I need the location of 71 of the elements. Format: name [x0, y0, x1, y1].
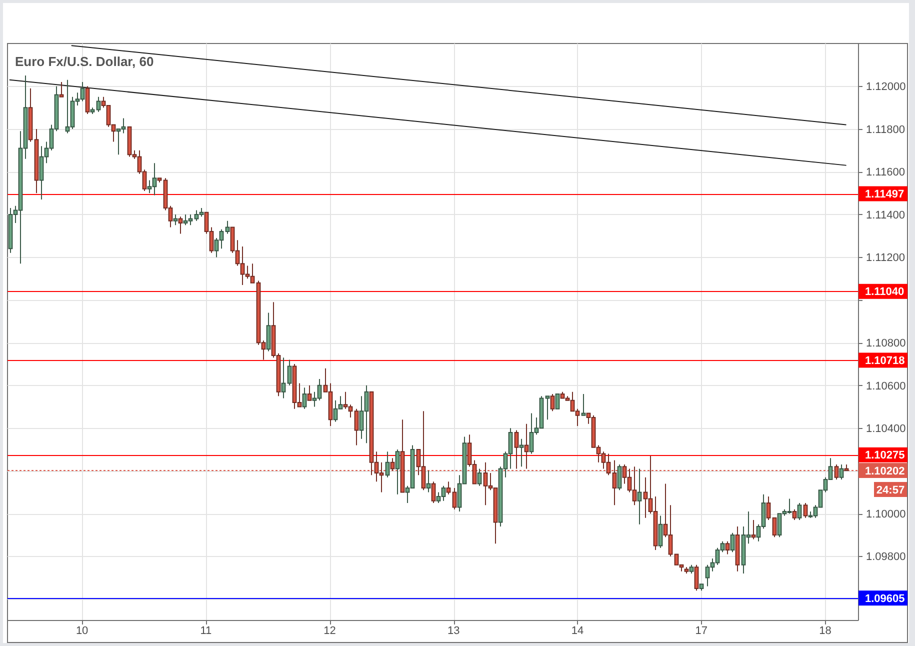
x-tick-label: 12 [324, 625, 336, 637]
candlestick [96, 96, 101, 112]
ref-line-label: 1.11040 [865, 286, 904, 298]
candlestick [385, 451, 390, 478]
y-tick-label: 1.10800 [866, 338, 906, 350]
ref-line-label: 1.11497 [865, 188, 904, 201]
candlestick [85, 86, 90, 115]
candlestick [178, 216, 183, 234]
candlestick [225, 220, 230, 234]
candlestick [281, 357, 286, 399]
candlestick [797, 502, 802, 521]
x-tick-label: 17 [695, 625, 708, 637]
candlestick [792, 508, 797, 521]
y-tick-label: 1.11200 [866, 252, 905, 264]
y-tick-label: 1.10600 [866, 380, 906, 392]
x-tick-label: 18 [819, 625, 832, 637]
candlestick [694, 564, 699, 592]
candlestick [555, 393, 560, 410]
x-tick-label: 13 [448, 625, 460, 637]
ref-line-label: 1.10275 [865, 450, 905, 462]
ref-line-label: 1.10202 [865, 465, 905, 478]
candlestick [524, 423, 529, 470]
y-tick-label: 1.11600 [866, 166, 905, 179]
candlestick [34, 128, 39, 194]
candlestick [519, 438, 524, 468]
y-tick-label: 1.10000 [866, 508, 906, 520]
ref-line-label: 1.09605 [865, 592, 905, 605]
candlestick [730, 532, 735, 553]
candlestick [803, 502, 808, 518]
candlestick [446, 481, 451, 495]
candlestick [839, 464, 844, 480]
candlestick [550, 393, 555, 412]
candlestick [59, 81, 64, 98]
candlestick [395, 449, 400, 495]
candlestick [90, 107, 95, 115]
x-tick-label: 10 [76, 625, 88, 637]
x-tick-label: 11 [200, 625, 212, 637]
candlestick [689, 564, 694, 574]
candlestick [302, 387, 307, 410]
x-tick-label: 14 [571, 625, 584, 637]
candlestick [617, 464, 622, 491]
candlestick [658, 515, 663, 548]
y-tick-label: 1.12000 [866, 81, 906, 94]
candlestick [266, 312, 271, 352]
ref-line-label: 1.10718 [865, 355, 905, 368]
y-tick-label: 1.10400 [866, 423, 906, 436]
text: Euro Fx/U.S. Dollar, 60 [15, 54, 154, 69]
candlestick [426, 470, 431, 493]
candlestick [725, 540, 730, 555]
candlestick [751, 520, 756, 540]
candlestick [545, 396, 550, 420]
candlestick [637, 468, 642, 525]
y-tick-label: 1.11800 [866, 124, 905, 136]
candlestick [452, 488, 457, 510]
candlestick [477, 468, 482, 486]
candlestick [772, 517, 777, 538]
candlestick [684, 566, 689, 574]
candlestick [581, 393, 586, 416]
candlestick [431, 481, 436, 504]
candlestick [157, 178, 162, 183]
text: 24:57 [876, 484, 905, 496]
y-tick-label: 1.09800 [866, 551, 906, 564]
candlestick [766, 496, 771, 521]
candlestick [307, 384, 312, 401]
candlestick [699, 584, 704, 592]
candlestick [28, 88, 33, 142]
y-tick-label: 1.11400 [866, 209, 905, 222]
candlestick [287, 359, 292, 386]
candlestick [354, 408, 359, 446]
candlestick [173, 214, 178, 226]
candlestick [735, 526, 740, 572]
